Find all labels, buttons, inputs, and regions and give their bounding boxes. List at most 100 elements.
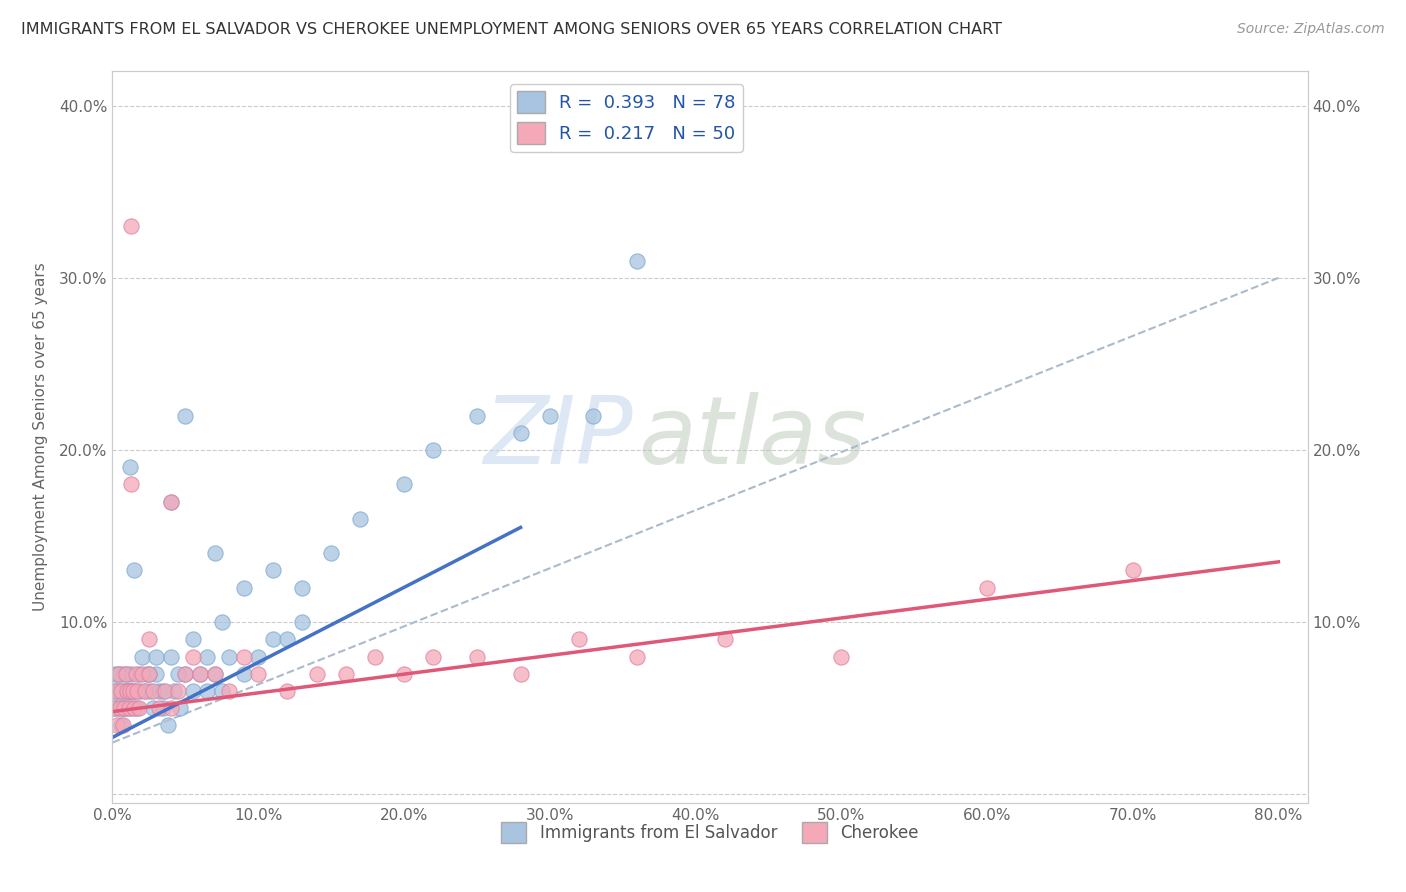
Point xyxy=(139,684,162,698)
Point xyxy=(127,684,149,698)
Point xyxy=(105,701,128,715)
Point xyxy=(124,564,146,578)
Point xyxy=(118,460,141,475)
Point xyxy=(120,477,142,491)
Point xyxy=(232,581,254,595)
Point xyxy=(195,684,218,698)
Point xyxy=(120,684,142,698)
Point xyxy=(110,684,132,698)
Point xyxy=(138,632,160,647)
Point xyxy=(117,701,139,715)
Point xyxy=(626,649,648,664)
Point xyxy=(152,684,174,698)
Point xyxy=(125,666,148,681)
Point xyxy=(422,442,444,457)
Point xyxy=(232,666,254,681)
Point xyxy=(167,684,190,698)
Text: ZIP: ZIP xyxy=(482,392,633,483)
Point xyxy=(247,666,270,681)
Point xyxy=(247,649,270,664)
Point xyxy=(107,666,129,681)
Legend: Immigrants from El Salvador, Cherokee: Immigrants from El Salvador, Cherokee xyxy=(495,815,925,849)
Point xyxy=(148,684,170,698)
Point xyxy=(127,701,149,715)
Point xyxy=(111,718,134,732)
Point xyxy=(211,615,233,629)
Point xyxy=(626,253,648,268)
Text: Source: ZipAtlas.com: Source: ZipAtlas.com xyxy=(1237,22,1385,37)
Text: IMMIGRANTS FROM EL SALVADOR VS CHEROKEE UNEMPLOYMENT AMONG SENIORS OVER 65 YEARS: IMMIGRANTS FROM EL SALVADOR VS CHEROKEE … xyxy=(21,22,1002,37)
Point xyxy=(122,701,145,715)
Point xyxy=(509,425,531,440)
Point xyxy=(538,409,561,423)
Point xyxy=(195,649,218,664)
Point xyxy=(118,684,141,698)
Point xyxy=(159,494,181,508)
Point xyxy=(335,666,357,681)
Point xyxy=(142,684,165,698)
Point xyxy=(120,219,142,234)
Point xyxy=(174,666,197,681)
Point xyxy=(276,684,298,698)
Point xyxy=(218,684,240,698)
Point xyxy=(392,666,415,681)
Point xyxy=(830,649,852,664)
Point xyxy=(262,564,284,578)
Point xyxy=(114,684,136,698)
Point xyxy=(112,666,135,681)
Point xyxy=(128,666,150,681)
Point xyxy=(232,649,254,664)
Point xyxy=(145,666,167,681)
Point xyxy=(114,666,136,681)
Point xyxy=(167,666,190,681)
Point xyxy=(392,477,415,491)
Point xyxy=(169,701,191,715)
Point xyxy=(188,666,211,681)
Point xyxy=(134,684,156,698)
Point xyxy=(181,684,204,698)
Point xyxy=(122,684,145,698)
Point xyxy=(131,649,153,664)
Point xyxy=(117,684,139,698)
Point xyxy=(204,546,226,560)
Point xyxy=(110,718,132,732)
Point xyxy=(568,632,591,647)
Point xyxy=(152,701,174,715)
Point xyxy=(159,494,181,508)
Point xyxy=(262,632,284,647)
Point xyxy=(142,701,165,715)
Point xyxy=(204,666,226,681)
Point xyxy=(276,632,298,647)
Point xyxy=(509,666,531,681)
Point xyxy=(134,684,156,698)
Point xyxy=(112,701,135,715)
Point xyxy=(104,701,127,715)
Point xyxy=(218,649,240,664)
Point xyxy=(364,649,387,664)
Point xyxy=(1122,564,1144,578)
Point xyxy=(713,632,735,647)
Point xyxy=(291,581,314,595)
Point xyxy=(115,684,138,698)
Point xyxy=(110,684,132,698)
Text: atlas: atlas xyxy=(638,392,866,483)
Point xyxy=(107,684,129,698)
Point xyxy=(305,666,328,681)
Point xyxy=(104,666,127,681)
Point xyxy=(174,409,197,423)
Point xyxy=(108,701,131,715)
Point xyxy=(174,666,197,681)
Point xyxy=(138,666,160,681)
Point xyxy=(131,666,153,681)
Point xyxy=(115,666,138,681)
Point xyxy=(465,409,488,423)
Point xyxy=(111,701,134,715)
Point xyxy=(115,684,138,698)
Point xyxy=(291,615,314,629)
Point xyxy=(163,684,186,698)
Point xyxy=(145,649,167,664)
Point xyxy=(465,649,488,664)
Point xyxy=(114,701,136,715)
Point xyxy=(103,684,125,698)
Point xyxy=(156,718,179,732)
